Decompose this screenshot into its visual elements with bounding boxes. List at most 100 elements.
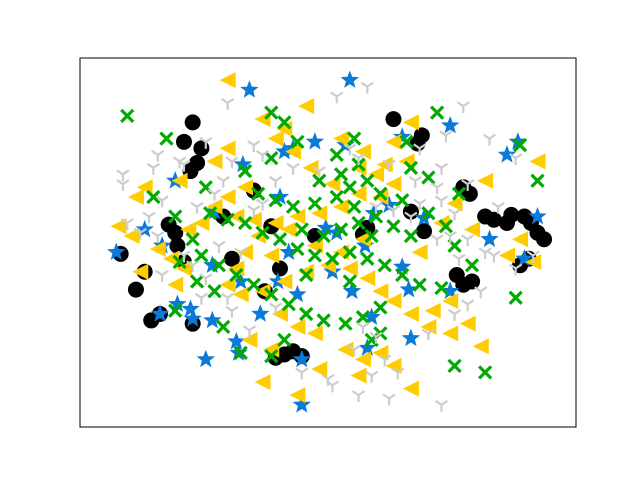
point-x bbox=[373, 300, 388, 315]
point-tri_down bbox=[312, 166, 326, 179]
point-tri_down bbox=[155, 195, 169, 208]
point-tri_left bbox=[167, 276, 184, 293]
point-circle bbox=[503, 206, 520, 223]
point-circle bbox=[223, 250, 240, 267]
point-x bbox=[395, 193, 410, 208]
point-tri_left bbox=[285, 143, 302, 160]
point-x bbox=[438, 219, 453, 234]
point-circle bbox=[416, 223, 433, 240]
point-tri_down bbox=[186, 260, 200, 273]
point-tri_down bbox=[146, 162, 161, 175]
point-x bbox=[220, 212, 235, 227]
point-tri_down bbox=[177, 250, 191, 263]
point-x bbox=[403, 228, 419, 244]
point-tri_left bbox=[354, 143, 371, 160]
point-tri_down bbox=[207, 188, 222, 201]
point-tri_left bbox=[263, 247, 280, 264]
point-x bbox=[290, 134, 305, 149]
point-tri_down bbox=[321, 373, 335, 386]
point-x bbox=[246, 277, 261, 292]
point-tri_left bbox=[498, 247, 515, 264]
point-tri_left bbox=[477, 172, 494, 189]
point-circle bbox=[175, 133, 192, 150]
point-circle bbox=[536, 231, 553, 248]
point-star bbox=[196, 349, 215, 368]
point-x bbox=[368, 209, 384, 224]
points-layer bbox=[107, 70, 553, 413]
point-tri_left bbox=[219, 189, 236, 206]
point-x bbox=[233, 345, 248, 361]
point-tri_down bbox=[347, 344, 361, 357]
point-tri_down bbox=[343, 143, 357, 156]
point-tri_down bbox=[199, 136, 213, 149]
point-tri_left bbox=[411, 244, 428, 261]
point-tri_left bbox=[529, 153, 546, 170]
point-x bbox=[360, 173, 375, 188]
point-tri_down bbox=[172, 156, 187, 169]
point-tri_left bbox=[232, 286, 249, 303]
point-tri_down bbox=[386, 205, 401, 218]
point-tri_down bbox=[439, 130, 453, 143]
point-star bbox=[181, 299, 200, 317]
point-star bbox=[399, 279, 418, 298]
point-tri_down bbox=[443, 231, 457, 244]
series-star bbox=[107, 70, 547, 413]
point-circle bbox=[169, 237, 186, 254]
point-star bbox=[150, 304, 170, 322]
point-tri_left bbox=[372, 283, 389, 300]
point-tri_left bbox=[289, 208, 306, 225]
point-circle bbox=[402, 203, 419, 220]
point-star bbox=[316, 218, 335, 236]
point-tri_down bbox=[247, 140, 261, 153]
point-x bbox=[333, 167, 349, 182]
point-x bbox=[299, 267, 314, 283]
point-circle bbox=[193, 140, 210, 157]
point-circle bbox=[359, 219, 376, 236]
point-tri_down bbox=[365, 370, 379, 383]
point-star bbox=[227, 331, 246, 350]
point-tri_left bbox=[311, 361, 328, 378]
point-x bbox=[373, 186, 388, 201]
point-tri_down bbox=[404, 211, 418, 224]
point-x bbox=[329, 189, 344, 205]
point-star bbox=[107, 242, 126, 261]
point-tri_left bbox=[219, 140, 236, 157]
point-x bbox=[478, 365, 493, 380]
series-tri_down bbox=[116, 81, 540, 412]
point-tri_left bbox=[385, 176, 402, 193]
point-tri_left bbox=[219, 72, 236, 89]
point-tri_down bbox=[461, 234, 475, 247]
point-x bbox=[251, 186, 266, 201]
point-tri_down bbox=[116, 169, 130, 182]
point-circle bbox=[271, 260, 288, 277]
point-x bbox=[451, 186, 467, 201]
point-x bbox=[312, 173, 327, 188]
point-tri_left bbox=[180, 221, 197, 238]
point-tri_down bbox=[509, 263, 523, 276]
point-x bbox=[395, 267, 410, 283]
point-tri_left bbox=[472, 338, 489, 355]
point-x bbox=[237, 215, 253, 231]
point-tri_down bbox=[391, 367, 405, 380]
point-tri_down bbox=[295, 367, 309, 380]
point-tri_left bbox=[341, 260, 358, 277]
point-star bbox=[305, 132, 325, 150]
point-x bbox=[421, 206, 436, 221]
point-star bbox=[342, 281, 362, 300]
point-x bbox=[290, 241, 305, 257]
point-x bbox=[342, 274, 357, 289]
point-x bbox=[277, 115, 292, 130]
point-circle bbox=[461, 185, 478, 202]
point-tri_left bbox=[459, 315, 476, 332]
point-star bbox=[183, 309, 202, 327]
point-tri_left bbox=[162, 250, 179, 267]
point-tri_down bbox=[220, 292, 235, 305]
point-tri_down bbox=[456, 101, 470, 114]
point-circle bbox=[143, 312, 160, 329]
point-x bbox=[229, 267, 244, 283]
point-tri_down bbox=[234, 247, 248, 260]
point-tri_down bbox=[413, 198, 427, 211]
point-star bbox=[292, 395, 311, 413]
point-star bbox=[393, 257, 412, 275]
point-tri_down bbox=[220, 97, 235, 110]
